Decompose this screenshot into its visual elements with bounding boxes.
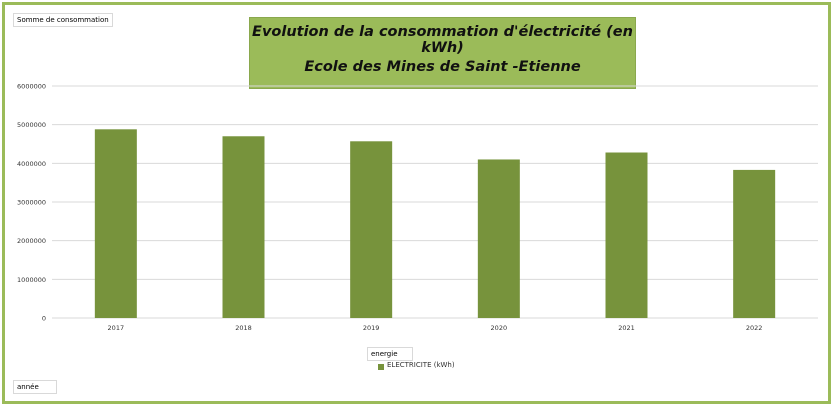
y-tick-label: 4000000 [17,160,46,168]
bars [94,129,776,318]
bar-2018 [222,136,265,318]
axis-field-button[interactable]: année [13,380,57,394]
x-tick-label: 2020 [491,324,508,332]
y-tick-label: 0 [42,315,46,323]
y-tick-label: 6000000 [17,83,46,91]
x-axis-tick-labels: 2017 2018 2019 2020 2021 2022 [108,324,763,332]
bar-2022 [733,169,776,318]
chart-title: Evolution de la consommation d'électrici… [252,24,633,56]
y-tick-label: 5000000 [17,121,46,129]
legend-field-button[interactable]: energie [367,347,413,361]
value-field-button[interactable]: Somme de consommation [13,13,113,27]
legend-swatch [378,364,384,370]
x-tick-label: 2018 [235,324,252,332]
chart-subtitle: Ecole des Mines de Saint -Etienne [304,59,581,75]
bar-2017 [94,129,137,318]
x-tick-label: 2021 [618,324,635,332]
bar-2020 [477,159,520,318]
gridlines [52,85,818,319]
x-tick-label: 2017 [108,324,125,332]
y-axis-tick-labels: 0 1000000 2000000 3000000 4000000 5000000 6000… [17,83,46,323]
bar-2019 [350,141,393,318]
legend-label: ELECTRICITE (kWh) [387,361,455,369]
y-tick-label: 2000000 [17,237,46,245]
bar-2021 [605,152,648,318]
x-tick-label: 2019 [363,324,380,332]
x-tick-label: 2022 [746,324,763,332]
y-tick-label: 3000000 [17,199,46,207]
y-tick-label: 1000000 [17,276,46,284]
chart-title-box: Evolution de la consommation d'électrici… [249,17,636,89]
